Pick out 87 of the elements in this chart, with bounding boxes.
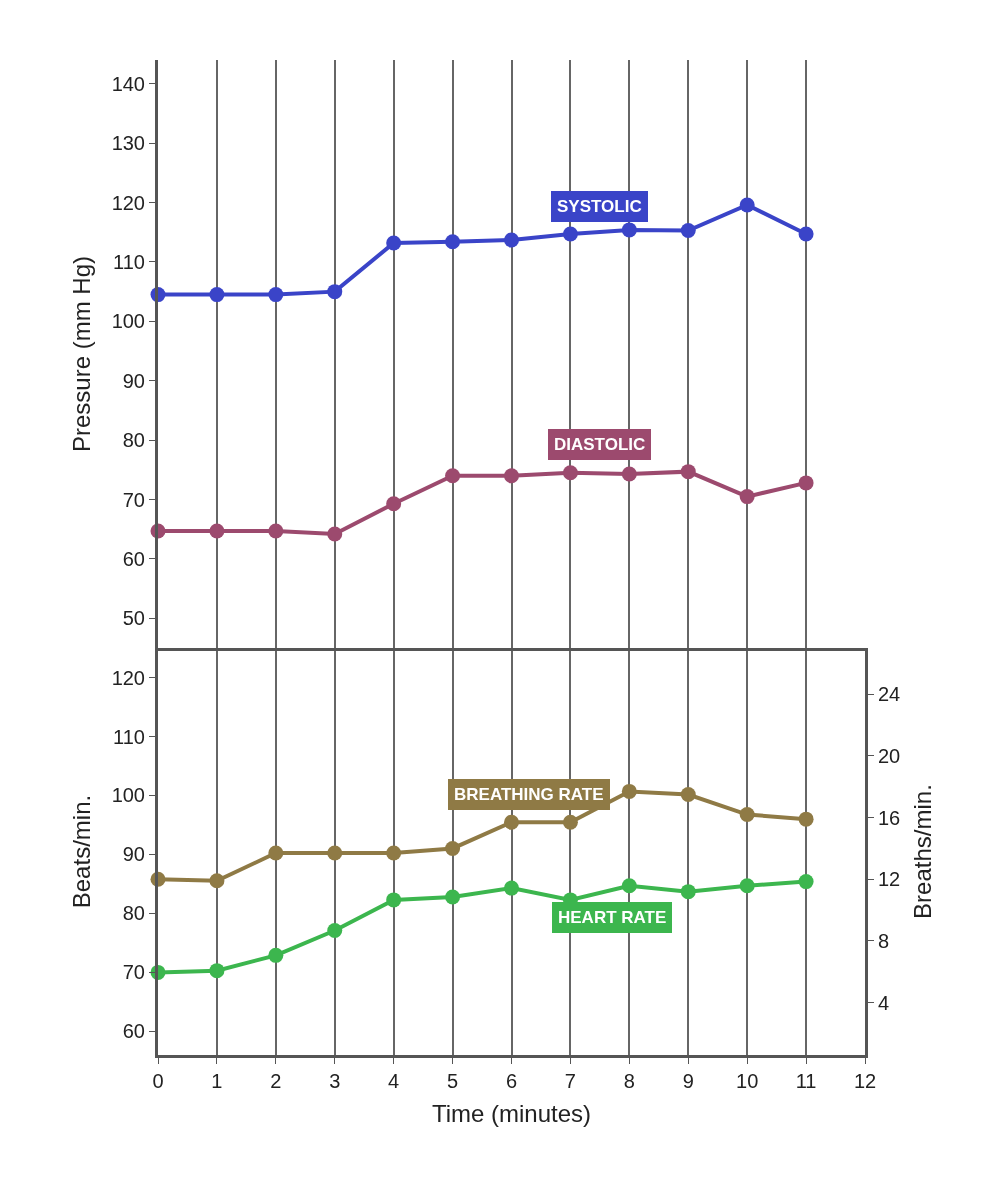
y2-tick-label: 16 [878, 806, 901, 829]
point [562, 465, 578, 481]
y-tick-label: 90 [122, 843, 145, 866]
point [562, 226, 578, 242]
y-axis-title: Pressure (mm Hg) [67, 256, 95, 453]
y-tick-label: 80 [122, 902, 145, 925]
y-tick-label: 70 [122, 488, 145, 511]
point [798, 226, 814, 242]
point [209, 873, 225, 889]
x-tick-label: 3 [329, 1070, 341, 1092]
x-tick-label: 7 [564, 1070, 576, 1092]
y-axis-title: Beats/min. [67, 794, 95, 909]
y-tick-label: 70 [122, 961, 145, 984]
point [445, 468, 461, 484]
x-tick-label: 8 [623, 1070, 635, 1092]
point [445, 234, 461, 250]
x-tick-label: 1 [211, 1070, 223, 1092]
point [621, 783, 637, 799]
x-tick-label: 12 [853, 1070, 877, 1092]
y2-tick-label: 4 [878, 991, 890, 1014]
y2-tick-label: 24 [878, 683, 901, 706]
point [621, 466, 637, 482]
y2-tick-label: 8 [878, 929, 890, 952]
point [504, 814, 519, 830]
point [562, 814, 578, 830]
point [209, 287, 225, 303]
y-tick-label: 130 [111, 132, 145, 155]
y-tick-label: 110 [113, 725, 145, 748]
point [504, 232, 519, 248]
y-tick-label: 60 [122, 547, 145, 570]
point [621, 222, 637, 238]
point [268, 947, 284, 963]
point [739, 489, 755, 505]
x-tick-label: 2 [270, 1070, 282, 1092]
point [680, 786, 696, 802]
point [504, 880, 519, 896]
y-tick-label: 100 [111, 310, 145, 333]
x-tick-label: 0 [152, 1070, 164, 1092]
y2-axis-title: Breaths/min. [908, 784, 936, 919]
y-tick-label: 100 [111, 784, 145, 807]
y-tick-label: 90 [122, 369, 145, 392]
point [798, 874, 814, 890]
x-axis-title: Time (minutes) [431, 1100, 592, 1128]
point [386, 496, 402, 512]
x-tick-label: 11 [795, 1070, 817, 1092]
y2-tick-label: 20 [878, 744, 901, 767]
y2-tick-label: 12 [878, 868, 901, 891]
point [209, 963, 225, 979]
y-tick-label: 80 [122, 429, 145, 452]
y-tick-label: 120 [111, 666, 145, 689]
point [327, 284, 343, 300]
point [327, 845, 343, 861]
series-label: SYSTOLIC [557, 197, 642, 216]
point [680, 222, 696, 238]
series-label: DIASTOLIC [554, 435, 646, 454]
point [680, 884, 696, 900]
point [268, 845, 284, 861]
point [504, 468, 519, 484]
point [798, 475, 814, 491]
point [327, 526, 343, 542]
y-tick-label: 110 [113, 250, 145, 273]
point [268, 523, 284, 539]
series-label: BREATHING RATE [454, 785, 604, 804]
point [739, 807, 755, 823]
point [798, 811, 814, 827]
series-label: HEART RATE [558, 908, 667, 927]
x-tick-label: 10 [736, 1070, 759, 1092]
point [209, 523, 225, 539]
y-tick-label: 50 [122, 607, 145, 630]
point [268, 287, 284, 303]
point [621, 878, 637, 894]
point [445, 889, 461, 905]
x-tick-label: 5 [447, 1070, 459, 1092]
point [327, 923, 343, 939]
point [386, 892, 402, 908]
y-tick-label: 60 [122, 1020, 145, 1043]
point [680, 464, 696, 480]
point [739, 878, 755, 894]
x-tick-label: 9 [682, 1070, 694, 1092]
y-tick-label: 140 [111, 72, 145, 95]
point [445, 840, 461, 856]
point [386, 845, 402, 861]
x-tick-label: 4 [388, 1070, 400, 1092]
x-tick-label: 6 [505, 1070, 518, 1092]
point [739, 197, 755, 213]
point [386, 235, 402, 251]
y-tick-label: 120 [111, 191, 145, 214]
